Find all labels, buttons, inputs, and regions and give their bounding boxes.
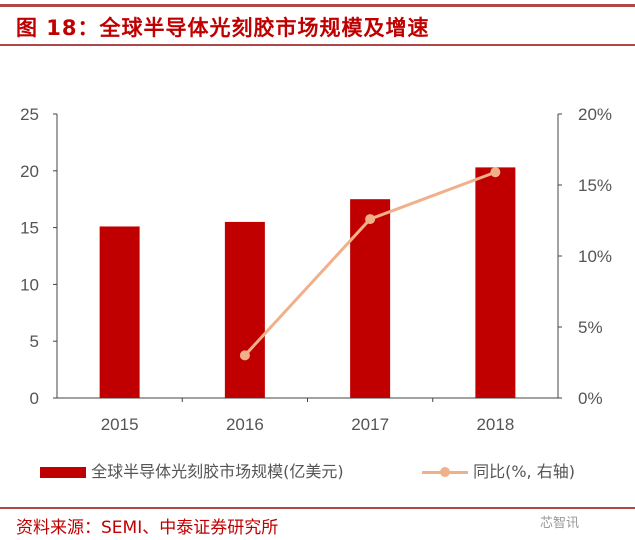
growth-point-2018 [490,167,501,178]
right-tick-label: 20% [578,105,612,124]
legend-bar: 全球半导体光刻胶市场规模(亿美元) [40,458,344,482]
left-tick-label: 5 [30,332,39,351]
legend-bar-label: 全球半导体光刻胶市场规模(亿美元) [91,462,344,481]
x-tick-label: 2017 [351,415,389,434]
left-tick-label: 10 [20,275,39,294]
bar-2015 [99,226,140,398]
x-tick-label: 2016 [226,415,264,434]
source-rule [0,507,635,509]
title-rule [0,44,635,46]
figure-title: 图 18：全球半导体光刻胶市场规模及增速 [16,16,430,40]
left-tick-label: 25 [20,105,39,124]
watermark: 芯智讯 [540,516,580,531]
right-tick-label: 10% [578,247,612,266]
x-tick-label: 2018 [476,415,514,434]
source-note: 资料来源：SEMI、中泰证券研究所 [16,518,279,538]
bar-2017 [350,199,391,398]
chart-svg: 0 5 10 15 20 25 0% 5% 10% 15% 20% 2015 2016 2017 2018 [20,105,612,434]
right-tick-label: 5% [578,318,603,337]
x-tick-label: 2015 [101,415,139,434]
legend-line-swatch [422,467,468,478]
growth-point-2017 [365,214,376,225]
growth-point-2016 [239,350,250,361]
legend-bar-swatch [40,467,86,478]
right-tick-label: 0% [578,389,603,408]
bar-2016 [224,221,265,398]
left-tick-label: 0 [30,389,39,408]
left-tick-label: 20 [20,162,39,181]
right-tick-label: 15% [578,176,612,195]
top-rule [0,4,635,7]
legend-line-label: 同比(%, 右轴) [473,462,575,481]
legend-line: 同比(%, 右轴) [422,458,575,482]
bar-2018 [475,167,516,398]
left-tick-label: 15 [20,219,39,238]
